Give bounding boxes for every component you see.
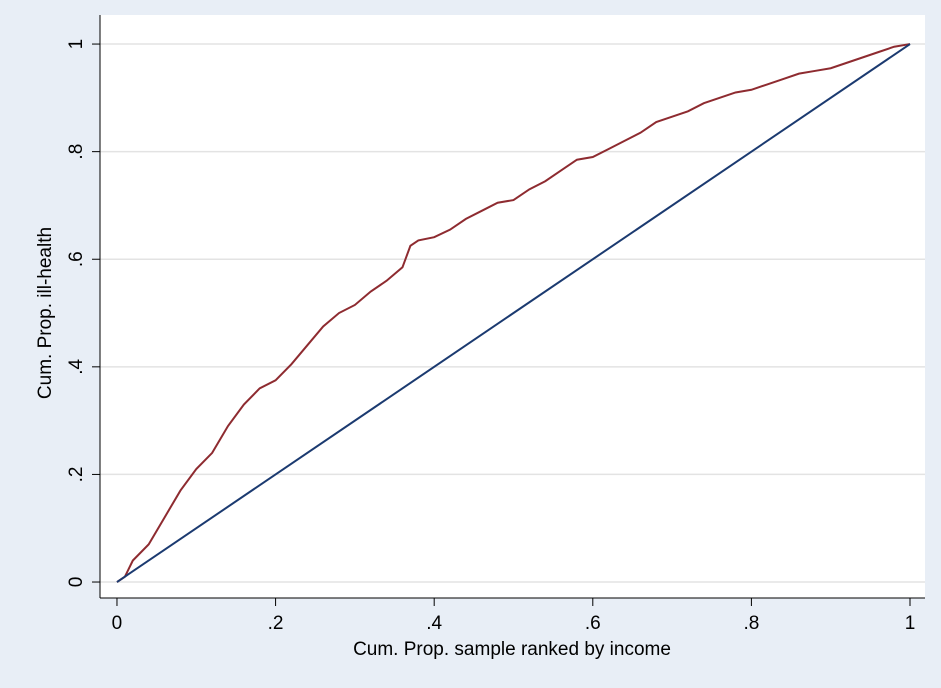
x-tick-label: .4 — [426, 613, 442, 634]
x-tick-label: .8 — [743, 613, 759, 634]
x-tick-label: 0 — [112, 613, 123, 634]
x-tick-label: 1 — [905, 613, 916, 634]
y-axis-title: Cum. Prop. ill-health — [35, 227, 56, 399]
x-tick-label: .6 — [585, 613, 601, 634]
series-line — [116, 43, 911, 583]
x-axis-title: Cum. Prop. sample ranked by income — [353, 639, 671, 660]
y-tick-label: .4 — [66, 358, 87, 374]
y-tick-label: 1 — [66, 39, 87, 50]
y-tick-label: 0 — [66, 577, 87, 588]
x-tick-label: .2 — [268, 613, 284, 634]
y-tick-label: .8 — [66, 144, 87, 160]
series-line — [116, 43, 911, 583]
y-tick-label: .6 — [66, 251, 87, 267]
y-tick-label: .2 — [66, 466, 87, 482]
